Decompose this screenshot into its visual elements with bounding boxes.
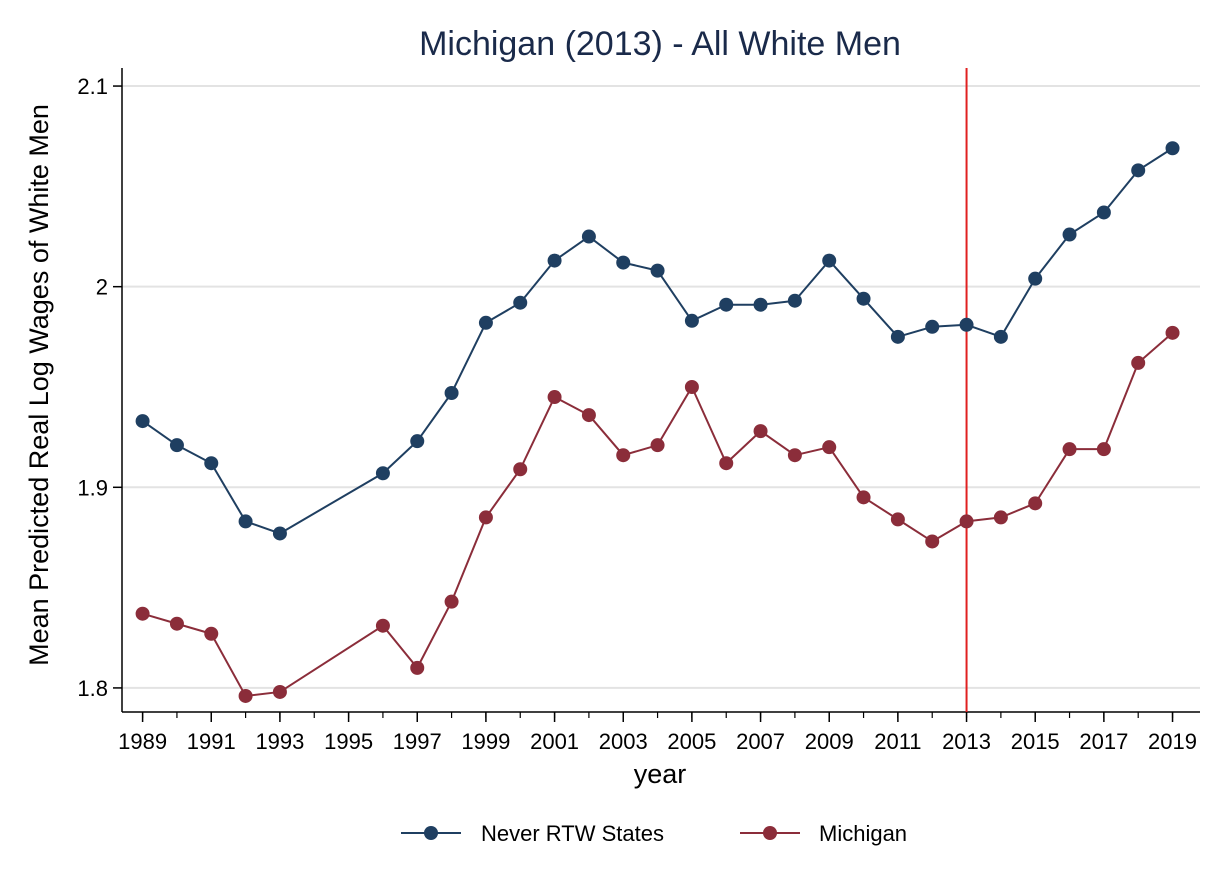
data-point (272, 526, 287, 541)
x-tick-label: 2009 (805, 729, 854, 754)
x-tick-label: 1995 (324, 729, 373, 754)
x-tick-label: 1997 (393, 729, 442, 754)
data-point (959, 514, 974, 529)
legend-swatch-marker (763, 826, 777, 840)
series-line (142, 147, 1174, 535)
legend-swatch-marker (424, 826, 438, 840)
y-tick-label: 1.9 (77, 475, 108, 500)
data-point (135, 414, 150, 429)
data-point (581, 408, 596, 423)
data-point (650, 263, 665, 278)
data-point (238, 688, 253, 703)
data-point (375, 466, 390, 481)
legend-label: Never RTW States (481, 821, 664, 846)
x-tick-label: 2013 (942, 729, 991, 754)
data-point (684, 313, 699, 328)
x-tick-label: 2015 (1011, 729, 1060, 754)
data-point (444, 386, 459, 401)
data-point (478, 510, 493, 525)
legend: Never RTW States Michigan (401, 821, 907, 846)
data-point (513, 295, 528, 310)
legend-item-michigan: Michigan (740, 821, 907, 846)
data-point (513, 462, 528, 477)
y-tick-label: 2.1 (77, 74, 108, 99)
data-point (787, 448, 802, 463)
x-tick-label: 2001 (530, 729, 579, 754)
axes: 1.8 1.9 2 2.1 1989 1991 1993 1995 1997 1999 2001 20… (77, 68, 1200, 754)
data-point (169, 616, 184, 631)
chart-title: Michigan (2013) - All White Men (419, 25, 901, 63)
data-point (169, 438, 184, 453)
data-point (787, 293, 802, 308)
data-point (925, 319, 940, 334)
gridlines (122, 85, 1200, 689)
data-point (616, 255, 631, 270)
data-point (204, 626, 219, 641)
data-point (822, 440, 837, 455)
data-point (1096, 442, 1111, 457)
x-tick-label: 1993 (255, 729, 304, 754)
data-point (238, 514, 253, 529)
x-tick-label: 2005 (667, 729, 716, 754)
data-point (993, 510, 1008, 525)
data-point (822, 253, 837, 268)
data-point (547, 253, 562, 268)
data-point (993, 329, 1008, 344)
data-point (135, 606, 150, 621)
data-point (1028, 496, 1043, 511)
data-point (1131, 163, 1146, 178)
data-point (719, 456, 734, 471)
x-tick-label: 2007 (736, 729, 785, 754)
data-point (410, 660, 425, 675)
data-point (204, 456, 219, 471)
series (135, 141, 1180, 703)
data-point (1096, 205, 1111, 220)
data-point (856, 291, 871, 306)
data-point (478, 315, 493, 330)
data-point (581, 229, 596, 244)
data-point (650, 438, 665, 453)
x-tick-label: 1999 (461, 729, 510, 754)
legend-item-never-rtw: Never RTW States (401, 821, 664, 846)
data-point (890, 329, 905, 344)
data-point (410, 434, 425, 449)
data-point (1165, 325, 1180, 340)
x-tick-label: 2003 (599, 729, 648, 754)
data-point (1131, 355, 1146, 370)
data-point (444, 594, 459, 609)
data-point (856, 490, 871, 505)
data-point (1028, 271, 1043, 286)
data-point (375, 618, 390, 633)
data-point (890, 512, 905, 527)
x-tick-label: 1991 (187, 729, 236, 754)
data-point (753, 424, 768, 439)
x-tick-label: 2019 (1148, 729, 1197, 754)
x-axis-title: year (634, 759, 687, 789)
data-point (1062, 227, 1077, 242)
y-tick-label: 2 (96, 275, 108, 300)
data-point (547, 390, 562, 405)
series-line (142, 332, 1174, 697)
data-point (1165, 141, 1180, 156)
y-tick-label: 1.8 (77, 676, 108, 701)
legend-label: Michigan (819, 821, 907, 846)
data-point (753, 297, 768, 312)
data-point (616, 448, 631, 463)
y-axis-title: Mean Predicted Real Log Wages of White M… (24, 104, 54, 666)
data-point (684, 379, 699, 394)
data-point (925, 534, 940, 549)
data-point (719, 297, 734, 312)
x-tick-label: 2017 (1079, 729, 1128, 754)
x-tick-label: 2011 (874, 729, 921, 754)
data-point (272, 684, 287, 699)
x-tick-label: 1989 (118, 729, 167, 754)
series-group (135, 325, 1180, 703)
data-point (1062, 442, 1077, 457)
data-point (959, 317, 974, 332)
series-group (135, 141, 1180, 541)
